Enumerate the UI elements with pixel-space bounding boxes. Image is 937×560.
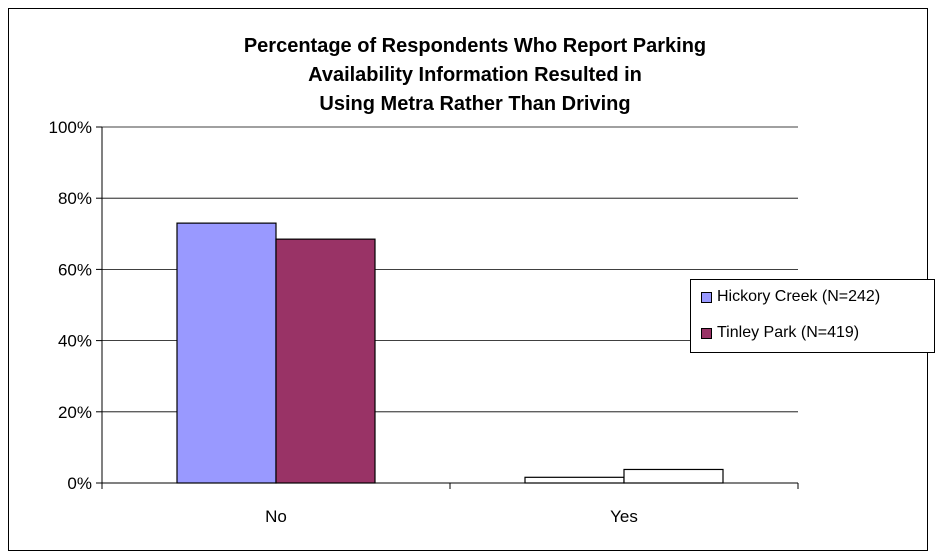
legend-swatch-tinley-park <box>701 327 712 339</box>
x-tick-label: Yes <box>610 507 638 526</box>
chart-title-line-2: Availability Information Resulted in <box>308 64 642 86</box>
bar-hickory-creek-yes <box>524 476 625 484</box>
y-tick-label: 0% <box>67 474 92 493</box>
legend-label-hickory-creek: Hickory Creek (N=242) <box>717 288 881 305</box>
legend-item-tinley-park: Tinley Park (N=419) <box>701 324 859 342</box>
legend-swatch-hickory-creek <box>701 291 712 303</box>
legend-label-tinley-park: Tinley Park (N=419) <box>717 324 860 341</box>
y-tick-label: 40% <box>58 332 92 351</box>
y-tick-label: 20% <box>58 403 92 422</box>
y-tick-label: 60% <box>58 260 92 279</box>
legend: Hickory Creek (N=242) Tinley Park (N=419… <box>690 279 935 353</box>
chart-title-line-3: Using Metra Rather Than Driving <box>319 93 630 115</box>
y-tick-label: 100% <box>49 118 92 137</box>
chart-title-line-1: Percentage of Respondents Who Report Par… <box>244 35 706 57</box>
bar-tinley-park-yes <box>623 468 724 484</box>
bar-tinley-park-no <box>275 238 376 484</box>
legend-item-hickory-creek: Hickory Creek (N=242) <box>701 288 880 306</box>
x-tick-label: No <box>265 507 287 526</box>
y-tick-label: 80% <box>58 189 92 208</box>
bar-hickory-creek-no <box>176 222 277 484</box>
